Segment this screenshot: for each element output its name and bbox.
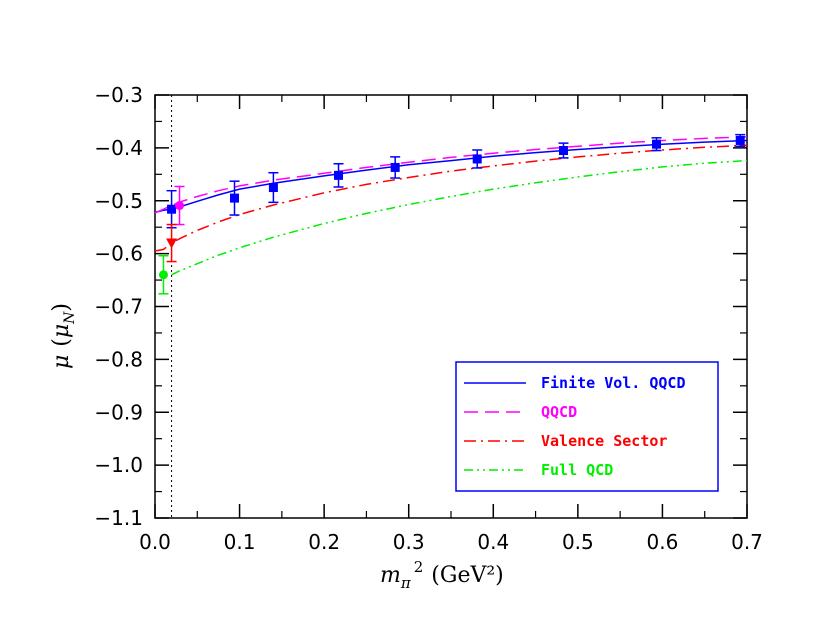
y-axis-title-main: μ bbox=[49, 355, 74, 369]
x-axis-title-main: m bbox=[380, 563, 401, 588]
legend-label: Full QCD bbox=[541, 461, 613, 479]
series-line bbox=[154, 139, 748, 214]
x-axis-title-sup: 2 bbox=[414, 558, 424, 576]
series-line bbox=[171, 159, 748, 276]
y-tick-label: −0.3 bbox=[94, 83, 143, 107]
points-layer bbox=[158, 133, 746, 295]
data-point bbox=[334, 170, 344, 180]
data-point bbox=[166, 238, 178, 249]
x-tick-label: 0.3 bbox=[393, 530, 425, 554]
y-axis-title-close: ) bbox=[49, 303, 74, 312]
y-axis-title: μ(μN) bbox=[49, 303, 78, 369]
data-point bbox=[167, 204, 177, 214]
y-tick-label: −1.1 bbox=[94, 506, 143, 530]
legend-label: Valence Sector bbox=[541, 432, 667, 450]
x-axis-title-unit: (GeV²) bbox=[431, 563, 503, 588]
y-tick-label: −0.9 bbox=[94, 400, 143, 424]
data-point bbox=[229, 193, 239, 203]
x-tick-label: 0.5 bbox=[562, 530, 594, 554]
data-point bbox=[735, 135, 745, 145]
y-axis-title-open: ( bbox=[49, 338, 74, 347]
data-point bbox=[268, 183, 278, 193]
x-tick-label: 0.7 bbox=[731, 530, 763, 554]
legend-label: Finite Vol. QQCD bbox=[541, 374, 686, 392]
y-ticks: −1.1 −1.0 −0.9 −0.8 −0.7 −0.6 −0.5 −0.4 −0.3 bbox=[94, 83, 747, 530]
legend: Finite Vol. QQCD QQCD Valence Sector Full Q… bbox=[455, 361, 719, 492]
data-point bbox=[558, 146, 568, 156]
x-tick-label: 0.2 bbox=[308, 530, 340, 554]
series-line bbox=[154, 144, 748, 252]
y-tick-label: −0.8 bbox=[94, 347, 143, 371]
data-point bbox=[175, 201, 185, 211]
legend-label: QQCD bbox=[541, 403, 577, 421]
x-ticks: 0.0 0.1 0.2 0.3 0.4 0.5 0.6 0.7 bbox=[139, 95, 763, 554]
x-tick-label: 0.1 bbox=[224, 530, 256, 554]
x-tick-label: 0.4 bbox=[477, 530, 509, 554]
data-point bbox=[158, 270, 168, 280]
data-point bbox=[472, 154, 482, 164]
x-axis-title: mπ2 (GeV²) bbox=[380, 558, 504, 592]
x-axis-title-sub: π bbox=[400, 574, 412, 592]
data-point bbox=[390, 162, 400, 172]
y-tick-label: −0.4 bbox=[94, 136, 143, 160]
y-axis-title-sub: N bbox=[62, 311, 78, 325]
y-tick-label: −0.7 bbox=[94, 295, 143, 319]
x-tick-label: 0.6 bbox=[647, 530, 679, 554]
y-tick-label: −0.6 bbox=[94, 242, 143, 266]
y-tick-label: −0.5 bbox=[94, 189, 143, 213]
x-tick-label: 0.0 bbox=[139, 530, 171, 554]
y-axis-title-sym: μ bbox=[49, 324, 74, 338]
data-point bbox=[652, 139, 662, 149]
y-tick-label: −1.0 bbox=[94, 453, 143, 477]
